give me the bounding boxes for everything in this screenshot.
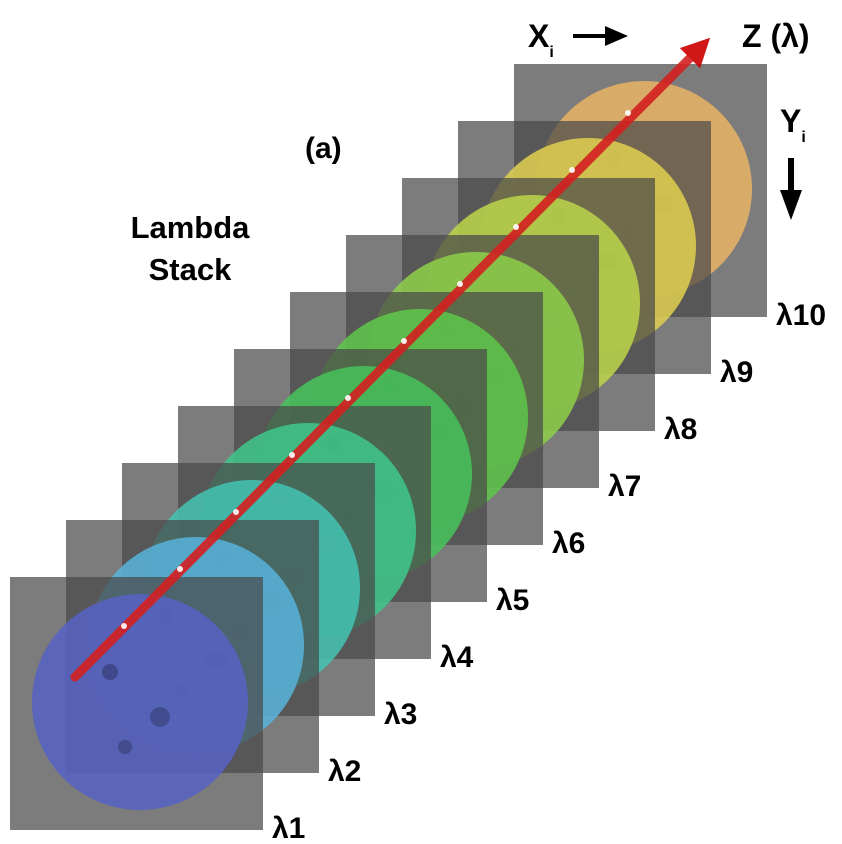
- slice-label: λ8: [664, 413, 697, 446]
- z-axis-dot: [177, 566, 183, 572]
- x-arrow: [573, 26, 628, 46]
- z-axis-dot: [513, 224, 519, 230]
- z-axis-dot: [569, 167, 575, 173]
- z-axis-label: Z (λ): [742, 18, 810, 54]
- slice-label: λ4: [440, 641, 474, 674]
- slice-cell: [32, 594, 248, 810]
- x-letter: X: [528, 18, 550, 54]
- z-axis-dot: [289, 452, 295, 458]
- slice-label: λ2: [328, 755, 361, 788]
- y-arrow: [780, 158, 802, 220]
- title-line: Stack: [149, 252, 232, 287]
- z-axis-dot: [401, 338, 407, 344]
- x-axis-label: Xi: [528, 18, 554, 61]
- slice-label: λ9: [720, 356, 753, 389]
- z-axis-dot: [233, 509, 239, 515]
- slice-label: λ5: [496, 584, 529, 617]
- lambda-stack-diagram: λ1 λ2 λ3 λ4 λ5 λ6 λ7 λ8 λ9 λ10 (a) Lambda Stack X…: [0, 0, 842, 844]
- z-axis-dot: [457, 281, 463, 287]
- slice-spot: [150, 707, 170, 727]
- y-subscript: i: [801, 129, 805, 146]
- slice-label: λ7: [608, 470, 641, 503]
- z-axis-dot: [625, 110, 631, 116]
- slice-spot: [118, 740, 132, 754]
- panel-label: (a): [305, 132, 342, 165]
- title-line: Lambda: [131, 210, 251, 245]
- slice-spot: [102, 664, 118, 680]
- slice-label: λ6: [552, 527, 585, 560]
- z-axis-dot: [345, 395, 351, 401]
- slice-label: λ10: [776, 299, 826, 332]
- x-subscript: i: [549, 44, 553, 61]
- slice-label: λ3: [384, 698, 417, 731]
- slice-label: λ1: [272, 812, 305, 844]
- z-axis-dot: [121, 623, 127, 629]
- y-axis-label: Yi: [780, 103, 806, 146]
- y-letter: Y: [780, 103, 801, 139]
